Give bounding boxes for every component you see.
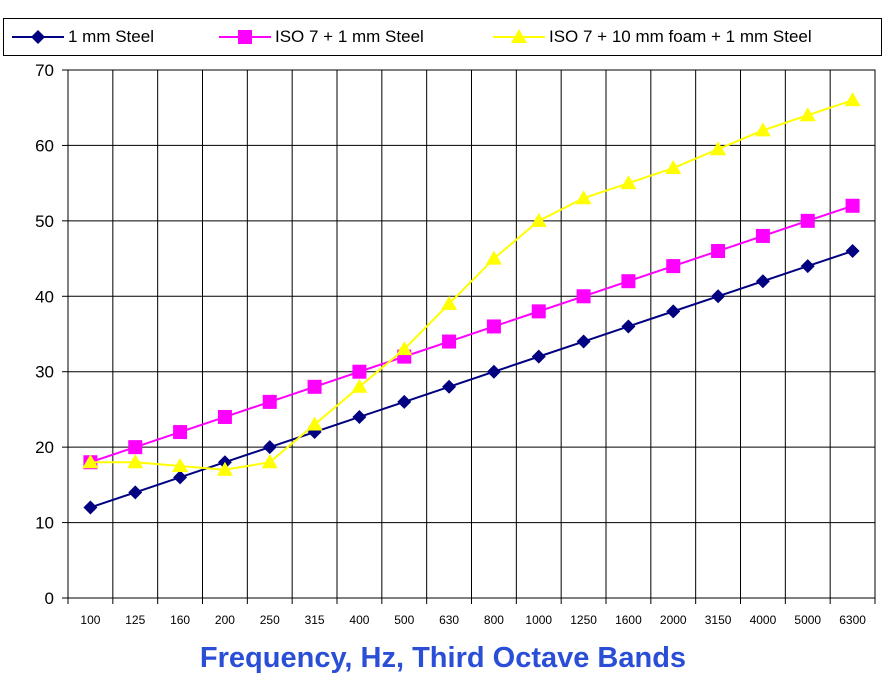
y-tick-label: 60	[35, 136, 54, 155]
y-tick-label: 50	[35, 212, 54, 231]
data-point-diamond	[576, 334, 591, 349]
x-axis-label: Frequency, Hz, Third Octave Bands	[199, 642, 687, 674]
x-tick-label: 3150	[705, 613, 732, 627]
data-point-diamond	[666, 304, 681, 319]
x-tick-label: 5000	[794, 613, 821, 627]
x-tick-label: 800	[484, 613, 504, 627]
x-tick-label: 1000	[525, 613, 552, 627]
data-point-diamond	[173, 470, 188, 485]
data-point-square	[845, 198, 860, 213]
data-point-diamond	[397, 394, 412, 409]
x-tick-label: 400	[349, 613, 369, 627]
data-point-triangle	[261, 454, 278, 469]
data-point-square	[173, 425, 188, 440]
y-tick-label: 0	[45, 589, 54, 608]
data-point-square	[352, 364, 367, 379]
data-point-diamond	[531, 349, 546, 364]
data-point-triangle	[575, 190, 592, 205]
y-tick-label: 30	[35, 363, 54, 382]
data-point-diamond	[352, 409, 367, 424]
data-point-triangle	[799, 107, 816, 122]
data-point-square	[711, 244, 726, 259]
data-point-square	[262, 394, 277, 409]
x-tick-label: 125	[125, 613, 145, 627]
x-tick-label: 6300	[839, 613, 866, 627]
legend-item-series-2: ISO 7 + 1 mm Steel	[217, 19, 424, 55]
legend-marker-triangle	[493, 29, 545, 43]
data-point-square	[576, 289, 591, 304]
data-point-diamond	[486, 364, 501, 379]
data-point-diamond	[755, 274, 770, 289]
data-point-triangle	[844, 92, 861, 107]
data-point-triangle	[485, 250, 502, 265]
data-point-triangle	[172, 458, 189, 472]
data-point-diamond	[621, 319, 636, 334]
data-point-triangle	[216, 461, 233, 476]
data-point-triangle	[82, 454, 99, 469]
y-tick-label: 70	[35, 61, 54, 80]
x-tick-label: 2000	[660, 613, 687, 627]
data-point-square	[531, 304, 546, 319]
data-point-square	[486, 319, 501, 334]
y-tick-label: 40	[35, 287, 54, 306]
x-tick-label: 250	[260, 613, 280, 627]
x-tick-label: 1600	[615, 613, 642, 627]
x-tick-label: 200	[215, 613, 235, 627]
legend-label: ISO 7 + 10 mm foam + 1 mm Steel	[549, 27, 812, 46]
legend-item-series-1: 1 mm Steel	[10, 19, 154, 55]
data-point-triangle	[665, 160, 682, 175]
legend: 1 mm Steel ISO 7 + 1 mm Steel ISO 7 + 10…	[3, 18, 882, 56]
legend-marker-diamond	[12, 30, 64, 44]
y-tick-label: 20	[35, 438, 54, 457]
data-point-diamond	[845, 244, 860, 259]
x-tick-label: 100	[80, 613, 100, 627]
line-chart: 0 10 20 30 40 50 60 70 100 125 160 200 250 315 400 500 6…	[35, 61, 876, 627]
data-point-diamond	[128, 485, 143, 500]
data-point-square	[755, 228, 770, 243]
series-line-1	[90, 250, 853, 509]
data-point-triangle	[306, 416, 323, 431]
x-tick-label: 160	[170, 613, 190, 627]
data-point-square	[800, 213, 815, 228]
data-point-diamond	[442, 379, 457, 394]
data-point-triangle	[396, 341, 413, 356]
data-point-square	[442, 334, 457, 349]
legend-item-series-3: ISO 7 + 10 mm foam + 1 mm Steel	[491, 19, 812, 55]
data-point-square	[217, 409, 232, 424]
series-line-3	[90, 99, 853, 471]
legend-marker-square	[219, 30, 271, 44]
x-tick-label: 1250	[570, 613, 597, 627]
legend-label: 1 mm Steel	[68, 27, 154, 46]
x-tick-label: 4000	[750, 613, 777, 627]
data-point-square	[666, 259, 681, 274]
x-tick-label: 315	[305, 613, 325, 627]
data-point-square	[621, 274, 636, 289]
data-point-triangle	[351, 378, 368, 393]
data-point-triangle	[441, 295, 458, 310]
x-tick-label: 630	[439, 613, 459, 627]
legend-label: ISO 7 + 1 mm Steel	[275, 27, 424, 46]
data-point-triangle	[710, 141, 727, 156]
data-point-triangle	[127, 454, 144, 469]
data-point-diamond	[800, 259, 815, 274]
data-point-triangle	[620, 175, 637, 190]
x-tick-label: 500	[394, 613, 414, 627]
data-point-diamond	[711, 289, 726, 304]
y-tick-label: 10	[35, 514, 54, 533]
data-point-square	[307, 379, 322, 394]
data-point-square	[128, 440, 143, 455]
data-point-triangle	[754, 122, 771, 137]
data-point-triangle	[530, 212, 547, 227]
data-point-diamond	[262, 440, 277, 455]
series-line-2	[90, 204, 853, 464]
data-point-diamond	[83, 500, 98, 515]
